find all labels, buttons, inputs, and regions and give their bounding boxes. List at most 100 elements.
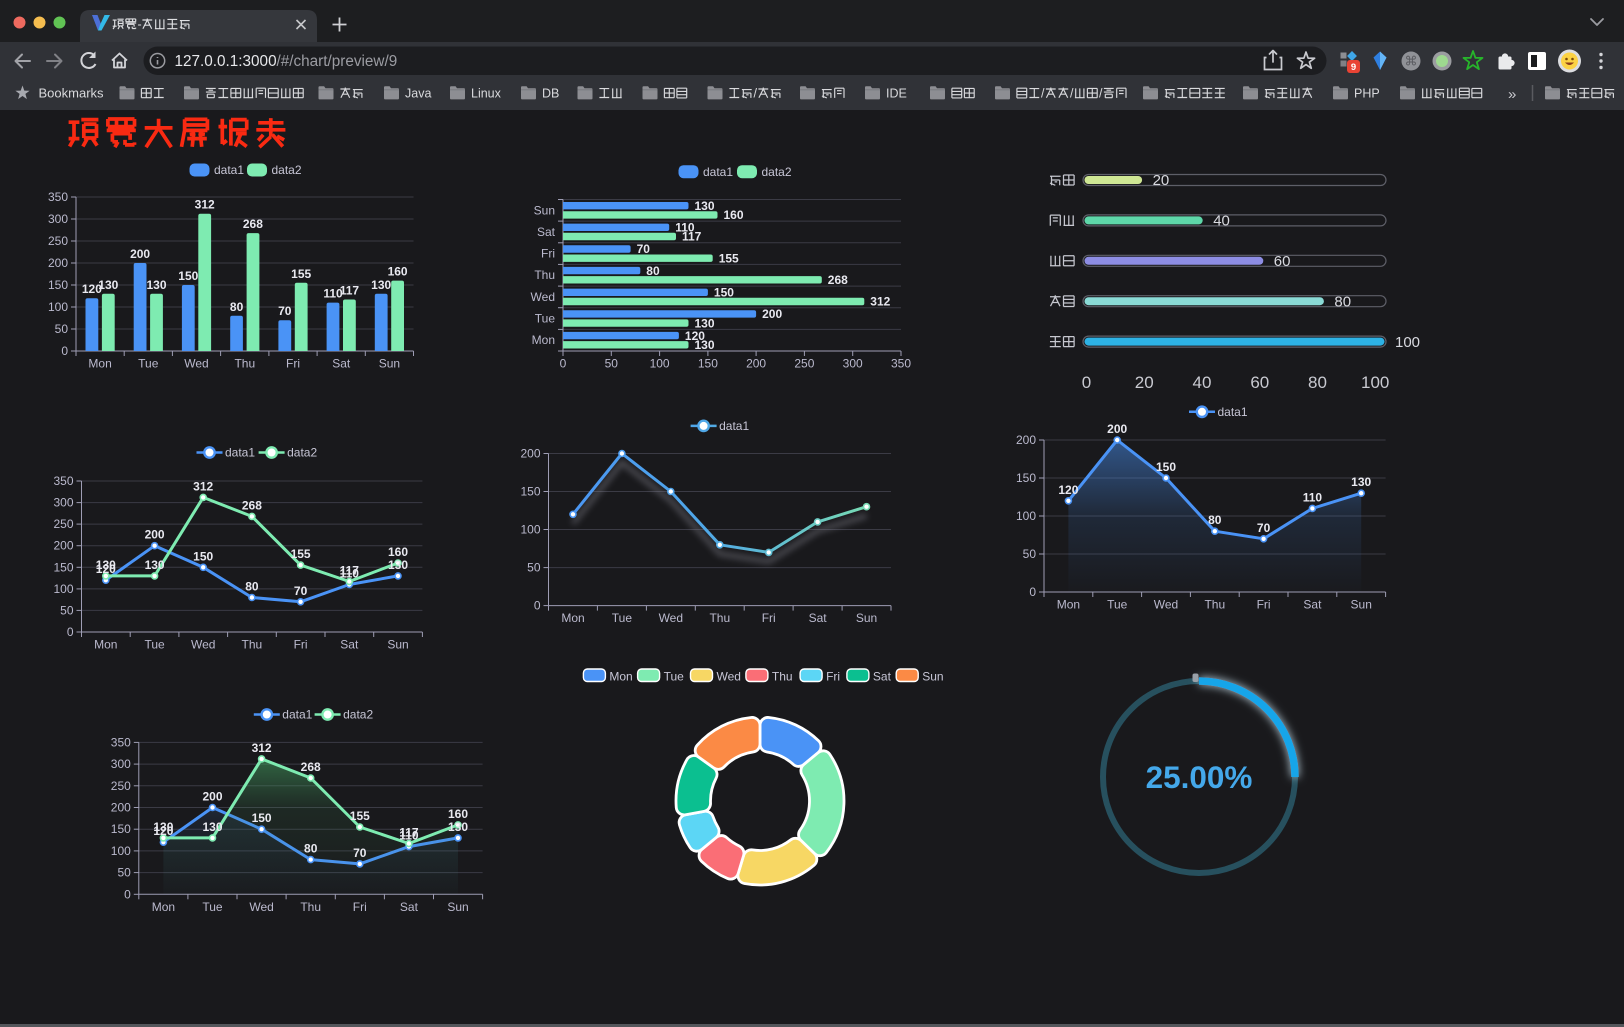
svg-text:200: 200 xyxy=(202,790,222,804)
svg-text:Tue: Tue xyxy=(664,669,685,683)
svg-text:Tue: Tue xyxy=(1107,598,1128,612)
svg-text:100: 100 xyxy=(1395,334,1420,351)
svg-text:Mon: Mon xyxy=(609,669,632,683)
svg-text:Sun: Sun xyxy=(856,611,877,625)
svg-text:160: 160 xyxy=(388,265,408,279)
svg-text:117: 117 xyxy=(340,284,360,298)
svg-text:80: 80 xyxy=(245,580,259,594)
svg-text:data2: data2 xyxy=(272,163,302,177)
svg-text:Mon: Mon xyxy=(561,611,584,625)
svg-text:Linux: Linux xyxy=(471,87,502,101)
svg-text:130: 130 xyxy=(146,278,166,292)
svg-text:data2: data2 xyxy=(343,708,373,722)
svg-text:200: 200 xyxy=(111,801,131,815)
svg-text:Sat: Sat xyxy=(809,611,828,625)
svg-text:300: 300 xyxy=(48,212,68,226)
svg-text:data2: data2 xyxy=(762,165,792,179)
svg-text:200: 200 xyxy=(1107,422,1127,436)
svg-text:300: 300 xyxy=(53,496,73,510)
svg-text:150: 150 xyxy=(193,549,213,563)
svg-text:150: 150 xyxy=(252,811,272,825)
svg-text:160: 160 xyxy=(388,545,408,559)
svg-text:120: 120 xyxy=(685,329,705,343)
svg-text:80: 80 xyxy=(304,842,318,856)
svg-text:data1: data1 xyxy=(703,165,733,179)
svg-text:40: 40 xyxy=(1193,373,1212,392)
svg-text:Java: Java xyxy=(405,87,431,101)
svg-text:DB: DB xyxy=(542,87,559,101)
svg-text:150: 150 xyxy=(111,822,131,836)
svg-text:Sun: Sun xyxy=(922,669,943,683)
svg-text:Sun: Sun xyxy=(1351,598,1372,612)
svg-text:40: 40 xyxy=(1213,213,1230,230)
svg-text:Thu: Thu xyxy=(709,611,730,625)
svg-text:200: 200 xyxy=(48,256,68,270)
svg-text:Wed: Wed xyxy=(249,900,273,914)
svg-text:250: 250 xyxy=(48,234,68,248)
svg-text:160: 160 xyxy=(724,208,744,222)
svg-text:/: / xyxy=(754,87,758,101)
svg-text:200: 200 xyxy=(130,247,150,261)
svg-text:312: 312 xyxy=(195,198,215,212)
svg-text:312: 312 xyxy=(193,479,213,493)
svg-text:Tue: Tue xyxy=(612,611,633,625)
svg-text:300: 300 xyxy=(843,357,863,371)
svg-text:Thu: Thu xyxy=(772,669,793,683)
svg-text:350: 350 xyxy=(48,190,68,204)
svg-text:Wed: Wed xyxy=(1154,598,1178,612)
svg-text:130: 130 xyxy=(1351,475,1371,489)
svg-text:Fri: Fri xyxy=(762,611,776,625)
svg-text:Sun: Sun xyxy=(534,203,555,217)
svg-text:Sat: Sat xyxy=(873,669,892,683)
svg-text:150: 150 xyxy=(698,357,718,371)
svg-text:100: 100 xyxy=(48,300,68,314)
svg-text:IDE: IDE xyxy=(886,87,907,101)
svg-text:155: 155 xyxy=(291,547,311,561)
svg-text:110: 110 xyxy=(323,287,343,301)
svg-text:350: 350 xyxy=(53,474,73,488)
svg-text:130: 130 xyxy=(202,820,222,834)
svg-text:130: 130 xyxy=(695,338,715,352)
svg-text:50: 50 xyxy=(527,561,541,575)
svg-text:130: 130 xyxy=(448,820,468,834)
svg-text:155: 155 xyxy=(291,267,311,281)
svg-text:0: 0 xyxy=(124,887,131,901)
svg-text:Fri: Fri xyxy=(541,247,555,261)
svg-text:Wed: Wed xyxy=(717,669,741,683)
svg-text:25.00%: 25.00% xyxy=(1146,759,1253,795)
svg-text:Sun: Sun xyxy=(387,638,408,652)
svg-text:PHP: PHP xyxy=(1354,87,1380,101)
svg-text:130: 130 xyxy=(388,558,408,572)
svg-text:Sat: Sat xyxy=(332,357,351,371)
svg-text:117: 117 xyxy=(340,564,360,578)
svg-text:Sat: Sat xyxy=(537,225,556,239)
svg-text:Mon: Mon xyxy=(532,333,555,347)
svg-text:130: 130 xyxy=(695,316,715,330)
svg-text:130: 130 xyxy=(96,558,116,572)
svg-text:150: 150 xyxy=(714,286,734,300)
svg-text:Sat: Sat xyxy=(400,900,419,914)
svg-text:130: 130 xyxy=(371,278,391,292)
svg-text:Thu: Thu xyxy=(242,638,263,652)
svg-text:80: 80 xyxy=(230,300,244,314)
svg-text:312: 312 xyxy=(870,295,890,309)
svg-text:150: 150 xyxy=(520,485,540,499)
svg-text:Thu: Thu xyxy=(1204,598,1225,612)
svg-text:150: 150 xyxy=(1016,471,1036,485)
svg-text:155: 155 xyxy=(719,251,739,265)
svg-text:130: 130 xyxy=(153,820,173,834)
svg-text:100: 100 xyxy=(650,357,670,371)
svg-text:127.0.0.1:3000: 127.0.0.1:3000 xyxy=(175,53,277,70)
svg-text:Sat: Sat xyxy=(1303,598,1322,612)
svg-text:200: 200 xyxy=(762,307,782,321)
svg-text:80: 80 xyxy=(646,264,660,278)
svg-text:Fri: Fri xyxy=(286,357,300,371)
svg-text:Sun: Sun xyxy=(379,357,400,371)
svg-text:120: 120 xyxy=(82,282,102,296)
svg-text:120: 120 xyxy=(153,824,173,838)
svg-text:50: 50 xyxy=(117,866,131,880)
svg-text:250: 250 xyxy=(111,779,131,793)
svg-text:300: 300 xyxy=(111,757,131,771)
svg-text:Wed: Wed xyxy=(191,638,215,652)
svg-text:Wed: Wed xyxy=(184,357,208,371)
